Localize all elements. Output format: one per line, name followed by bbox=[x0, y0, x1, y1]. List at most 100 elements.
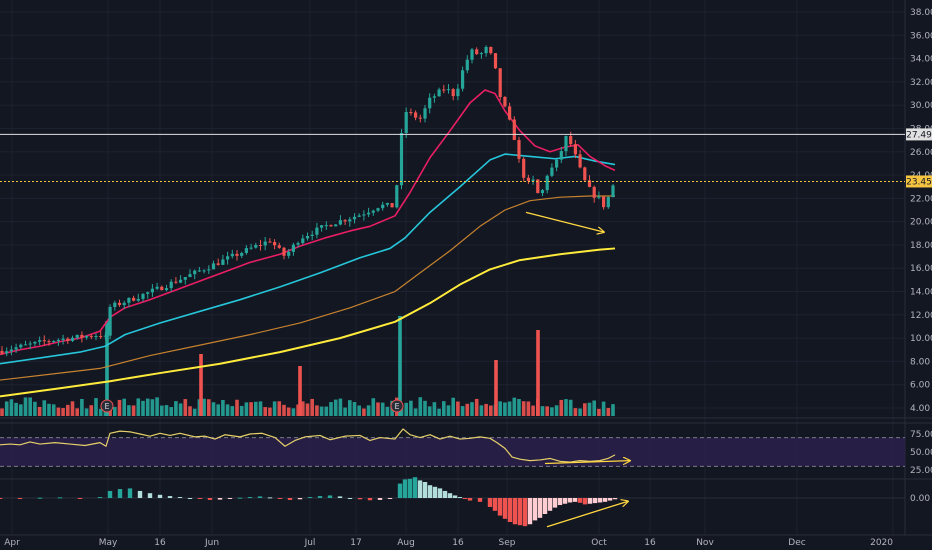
macd-histogram-bar[interactable] bbox=[197, 498, 203, 499]
volume-bar[interactable] bbox=[84, 408, 89, 416]
volume-bar[interactable] bbox=[606, 407, 611, 416]
volume-bar[interactable] bbox=[75, 408, 79, 416]
macd-histogram-bar[interactable] bbox=[607, 498, 613, 501]
candle-body[interactable] bbox=[437, 89, 441, 97]
candle-body[interactable] bbox=[536, 179, 540, 194]
volume-bar[interactable] bbox=[230, 406, 235, 416]
volume-bar[interactable] bbox=[47, 403, 51, 416]
candle-body[interactable] bbox=[611, 185, 615, 198]
candle-body[interactable] bbox=[155, 286, 159, 289]
price-levels[interactable] bbox=[0, 133, 905, 182]
volume-bar[interactable] bbox=[371, 398, 376, 416]
candle-body[interactable] bbox=[456, 88, 460, 97]
candle-body[interactable] bbox=[461, 70, 465, 89]
volume-bar[interactable] bbox=[202, 398, 206, 416]
volume-bar[interactable] bbox=[235, 399, 239, 416]
candle-body[interactable] bbox=[320, 225, 324, 228]
volume-bar[interactable] bbox=[573, 408, 578, 416]
candle-body[interactable] bbox=[446, 89, 451, 91]
volume-bar[interactable] bbox=[451, 397, 455, 416]
macd-histogram-bar[interactable] bbox=[107, 490, 113, 498]
candle-body[interactable] bbox=[367, 212, 371, 215]
volume-bar[interactable] bbox=[418, 397, 423, 416]
candle-body[interactable] bbox=[503, 96, 507, 107]
candles[interactable] bbox=[0, 45, 615, 357]
candle-body[interactable] bbox=[428, 97, 432, 109]
volume-bar[interactable] bbox=[423, 400, 427, 416]
candle-body[interactable] bbox=[555, 159, 559, 168]
macd-histogram-bar[interactable] bbox=[522, 498, 528, 527]
volume-bar[interactable] bbox=[160, 405, 164, 416]
candle-body[interactable] bbox=[56, 339, 60, 341]
macd-histogram-bar[interactable] bbox=[247, 497, 253, 499]
candle-body[interactable] bbox=[578, 154, 582, 168]
macd-histogram-bar[interactable] bbox=[327, 495, 333, 498]
macd-histogram-bar[interactable] bbox=[487, 498, 493, 507]
candle-body[interactable] bbox=[52, 340, 56, 342]
candle-body[interactable] bbox=[357, 215, 361, 217]
volume-spike-bar[interactable] bbox=[536, 330, 540, 416]
volume-bar[interactable] bbox=[554, 405, 559, 416]
volume-bar[interactable] bbox=[207, 399, 211, 416]
volume-bar[interactable] bbox=[216, 404, 220, 416]
macd-histogram-bar[interactable] bbox=[422, 482, 428, 498]
volume-bar[interactable] bbox=[489, 405, 493, 416]
candle-body[interactable] bbox=[451, 89, 455, 97]
volume-bar[interactable] bbox=[19, 404, 23, 416]
volume-bar[interactable] bbox=[583, 403, 587, 416]
volume-bar[interactable] bbox=[192, 408, 197, 416]
volume-bar[interactable] bbox=[310, 398, 314, 416]
macd-histogram-bar[interactable] bbox=[457, 497, 463, 499]
candle-body[interactable] bbox=[108, 306, 112, 336]
candle-body[interactable] bbox=[465, 59, 469, 71]
volume-bar[interactable] bbox=[597, 408, 601, 416]
macd-histogram-bar[interactable] bbox=[577, 498, 583, 503]
volume-bar[interactable] bbox=[484, 403, 488, 416]
candle-body[interactable] bbox=[390, 203, 394, 208]
volume-bar[interactable] bbox=[66, 404, 70, 416]
volume-bar[interactable] bbox=[145, 398, 150, 416]
volume-bar[interactable] bbox=[531, 405, 535, 416]
candle-body[interactable] bbox=[597, 196, 601, 198]
candle-body[interactable] bbox=[517, 140, 521, 159]
candle-body[interactable] bbox=[249, 247, 253, 249]
volume-bar[interactable] bbox=[611, 404, 615, 416]
candle-body[interactable] bbox=[287, 251, 291, 256]
volume-bar[interactable] bbox=[291, 408, 296, 416]
macd-histogram-bar[interactable] bbox=[402, 479, 408, 498]
volume-bar[interactable] bbox=[315, 405, 319, 416]
candle-body[interactable] bbox=[338, 220, 342, 225]
volume-bar[interactable] bbox=[155, 397, 159, 416]
macd-histogram-bar[interactable] bbox=[497, 498, 503, 516]
volume-bar[interactable] bbox=[28, 397, 32, 416]
candle-body[interactable] bbox=[399, 132, 404, 186]
volume-bar[interactable] bbox=[333, 399, 338, 416]
macd-histogram-bar[interactable] bbox=[452, 495, 458, 498]
candle-body[interactable] bbox=[169, 281, 173, 289]
volume-bar[interactable] bbox=[225, 404, 230, 416]
candle-body[interactable] bbox=[305, 235, 310, 239]
candle-body[interactable] bbox=[526, 177, 530, 181]
macd-histogram-bar[interactable] bbox=[467, 498, 473, 501]
candle-body[interactable] bbox=[268, 241, 272, 243]
candle-body[interactable] bbox=[202, 270, 206, 272]
candle-body[interactable] bbox=[545, 175, 549, 191]
macd-histogram-bar[interactable] bbox=[597, 498, 603, 503]
candle-body[interactable] bbox=[324, 225, 328, 227]
candle-body[interactable] bbox=[418, 117, 422, 119]
volume-bar[interactable] bbox=[258, 401, 263, 416]
macd-histogram-bar[interactable] bbox=[257, 496, 263, 498]
candle-body[interactable] bbox=[141, 293, 145, 299]
candle-body[interactable] bbox=[146, 292, 150, 294]
volume-bar[interactable] bbox=[239, 405, 244, 416]
volume-bar[interactable] bbox=[42, 400, 47, 416]
macd-histogram-bar[interactable] bbox=[397, 483, 403, 498]
volume-bar[interactable] bbox=[221, 399, 225, 416]
volume-bar[interactable] bbox=[348, 400, 352, 416]
volume-bar[interactable] bbox=[385, 406, 390, 416]
volume-bar[interactable] bbox=[272, 401, 277, 416]
candle-body[interactable] bbox=[508, 106, 512, 120]
time-axis[interactable]: Apr May 16 Jun Jul 17 Aug 16 Sep Oct 16 Nov Dec 2020 bbox=[4, 538, 893, 548]
candle-body[interactable] bbox=[522, 158, 526, 178]
